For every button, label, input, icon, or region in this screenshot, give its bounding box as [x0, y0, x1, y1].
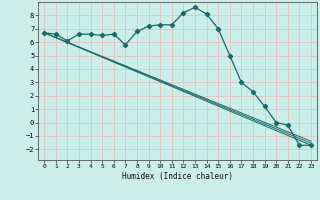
- X-axis label: Humidex (Indice chaleur): Humidex (Indice chaleur): [122, 172, 233, 181]
